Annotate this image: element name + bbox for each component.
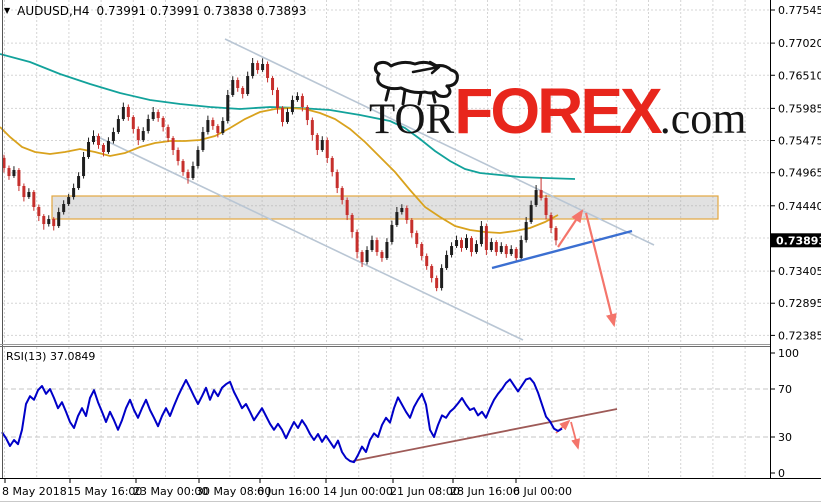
current-price-value: 0.73893 (776, 234, 821, 247)
price-axis-label: 0.73405 (778, 265, 821, 278)
forecast-arrows (555, 209, 617, 450)
price-axis-label: 0.75985 (778, 102, 821, 115)
rsi-axis-label: 100 (778, 347, 799, 360)
ohlc-values: 0.73991 0.73991 0.73838 0.73893 (96, 4, 307, 18)
arrow-up (557, 209, 584, 248)
time-axis-label: 6 Jul 00:00 (513, 485, 572, 498)
rsi-arrow-down (570, 421, 581, 450)
time-axis-label: 28 Jun 16:00 (450, 485, 520, 498)
rsi-axis-label: 30 (778, 431, 792, 444)
price-axis-label: 0.74965 (778, 167, 821, 180)
price-axis-label: 0.76510 (778, 69, 821, 82)
support-trendline (491, 229, 633, 270)
resistance-zone (51, 195, 719, 220)
symbol-timeframe-label: AUDUSD,H4 (17, 4, 90, 18)
time-axis-label: 21 Jun 08:00 (390, 485, 460, 498)
rsi-indicator-label: RSI(13) 37.0849 (6, 350, 96, 363)
logo-text-com: .com (659, 94, 747, 143)
current-price-badge: 0.73893 (771, 233, 821, 248)
rsi-axis-label: 70 (778, 383, 792, 396)
time-axis-label: 14 Jun 00:00 (323, 485, 393, 498)
price-axis-label: 0.72385 (778, 329, 821, 342)
time-axis-label: 6 Jun 16:00 (257, 485, 320, 498)
price-axis-label: 0.77545 (778, 4, 821, 17)
time-axis-label: 23 May 00:00 (133, 485, 208, 498)
price-axis-label: 0.72895 (778, 297, 821, 310)
rsi-line (1, 377, 563, 464)
logo-text-forex: FOREX (454, 75, 662, 147)
arrow-down (584, 212, 617, 328)
rsi-trendline (352, 408, 618, 462)
bull-icon (373, 60, 459, 106)
price-axis: 0.77545 0.77020 0.76510 0.75985 0.75475 0.749… (771, 4, 821, 342)
price-axis-label: 0.77020 (778, 37, 821, 50)
price-axis-label: 0.74440 (778, 200, 821, 213)
time-axis-label: 15 May 16:00 (67, 485, 142, 498)
symbol-ohlc-readout: ▼ AUDUSD,H4 0.73991 0.73991 0.73838 0.73… (4, 4, 306, 18)
watermark-logo: TOR FOREX .com (369, 60, 747, 148)
rsi-axis: 100 70 30 0 (771, 347, 799, 480)
time-axis-label: 8 May 2018 (2, 485, 67, 498)
rsi-axis-label: 0 (778, 467, 785, 480)
logo-text-tor: TOR (369, 96, 455, 143)
time-axis-label: 30 May 08:00 (196, 485, 271, 498)
price-axis-label: 0.75475 (778, 135, 821, 148)
ma-fast-line (0, 107, 559, 234)
symbol-marker-icon: ▼ (4, 6, 11, 15)
ma-slow-line (0, 53, 576, 180)
candles (2, 57, 558, 292)
